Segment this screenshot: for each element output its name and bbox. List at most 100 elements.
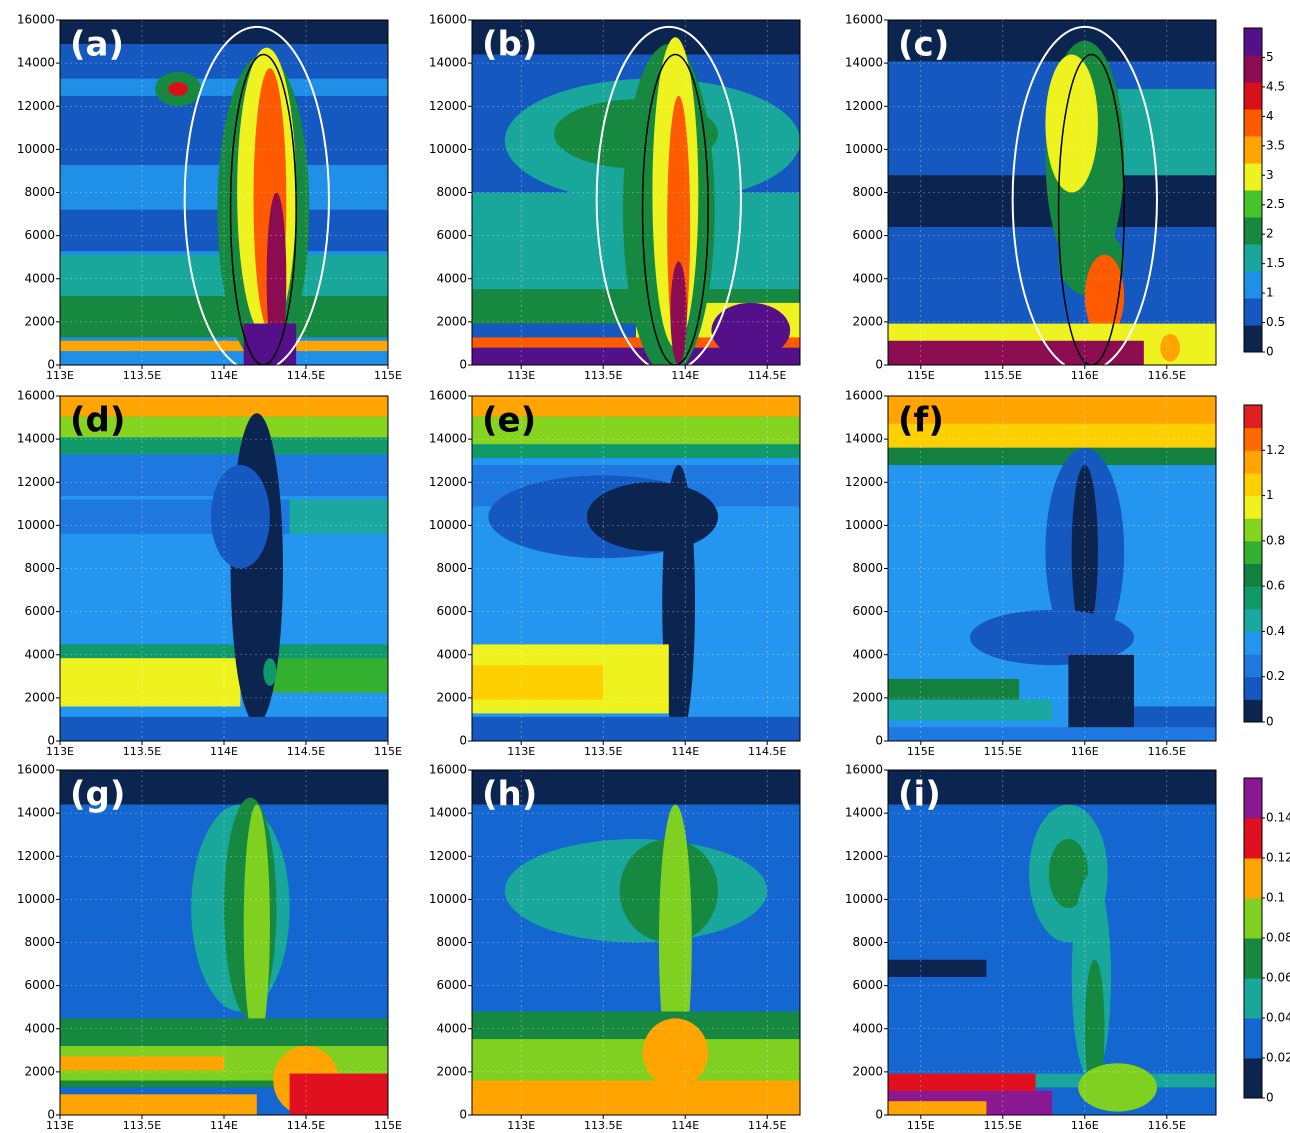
y-tick-label: 2000 [24, 1064, 55, 1078]
colorbar-segment [1244, 778, 1262, 819]
colorbar-tick-label: 3 [1266, 168, 1274, 182]
page: {"chart_data": [ {"type": "contour", "la… [0, 0, 1290, 1133]
panel-label: (e) [482, 401, 536, 441]
contour-field [472, 20, 800, 375]
y-tick-label: 2000 [852, 1064, 883, 1078]
y-tick-label: 4000 [852, 647, 883, 661]
x-tick-label: 114E [671, 1119, 699, 1132]
y-tick-label: 8000 [852, 935, 883, 949]
x-tick-label: 115E [374, 1119, 402, 1132]
x-tick-label: 116E [1071, 745, 1099, 758]
y-tick-label: 0 [875, 358, 883, 372]
y-tick-label: 6000 [24, 228, 55, 242]
y-tick-label: 6000 [852, 228, 883, 242]
contour-fill [888, 700, 1052, 721]
panel-label: (c) [898, 25, 949, 65]
y-tick-label: 12000 [845, 475, 883, 489]
contour-fill [695, 665, 800, 706]
y-tick-label: 16000 [17, 763, 55, 777]
contour-fill [60, 658, 240, 706]
x-tick-label: 114E [210, 745, 238, 758]
contour-fill [472, 665, 603, 700]
y-tick-label: 16000 [429, 763, 467, 777]
x-tick-label: 115.5E [984, 1119, 1022, 1132]
figure: 0200040006000800010000120001400016000113… [0, 0, 1290, 1133]
x-tick-label: 116.5E [1148, 745, 1186, 758]
y-tick-label: 10000 [845, 142, 883, 156]
x-tick-label: 113E [46, 369, 74, 382]
colorbar-tick-label: 0.02 [1266, 1051, 1290, 1065]
colorbar-segment [1244, 858, 1262, 899]
panel-label: (i) [898, 775, 941, 815]
colorbar-segment [1244, 631, 1262, 654]
contour-fill [1045, 55, 1097, 193]
y-tick-label: 12000 [429, 99, 467, 113]
panel-label: (f) [898, 401, 944, 441]
colorbar-segment [1244, 298, 1262, 326]
colorbar-segment [1244, 938, 1262, 979]
y-tick-label: 4000 [852, 271, 883, 285]
colorbar-segment [1244, 564, 1262, 587]
contour-fill [211, 465, 270, 569]
y-tick-label: 12000 [17, 475, 55, 489]
colorbar-segment [1244, 541, 1262, 564]
colorbar-tick-label: 5 [1266, 50, 1274, 64]
colorbar-tick-label: 1 [1266, 488, 1274, 502]
colorbar-segment [1244, 677, 1262, 700]
colorbar-segment [1244, 136, 1262, 164]
x-tick-label: 113.5E [584, 1119, 622, 1132]
panel-label: (g) [70, 775, 125, 815]
x-tick-label: 113.5E [584, 369, 622, 382]
x-tick-label: 115E [907, 1119, 935, 1132]
y-tick-label: 8000 [24, 935, 55, 949]
colorbar-segment [1244, 82, 1262, 110]
colorbar-tick-label: 0.1 [1266, 891, 1285, 905]
y-tick-label: 2000 [436, 314, 467, 328]
y-tick-label: 14000 [17, 56, 55, 70]
x-tick-label: 113.5E [123, 1119, 161, 1132]
contour-fill [290, 1074, 388, 1115]
x-tick-label: 114E [671, 745, 699, 758]
contour-fill [670, 262, 686, 366]
colorbar-segment [1244, 1058, 1262, 1099]
y-tick-label: 8000 [852, 561, 883, 575]
colorbar-tick-label: 1 [1266, 286, 1274, 300]
x-tick-label: 113E [507, 745, 535, 758]
contour-fill [472, 1101, 570, 1115]
colorbar-segment [1244, 496, 1262, 519]
colorbar-segment [1244, 654, 1262, 677]
x-tick-label: 114E [210, 369, 238, 382]
y-tick-label: 10000 [429, 518, 467, 532]
colorbar-segment [1244, 699, 1262, 722]
colorbar-tick-label: 0.04 [1266, 1011, 1290, 1025]
x-tick-label: 113E [507, 369, 535, 382]
colorbar-segment [1244, 244, 1262, 272]
y-tick-label: 4000 [436, 1021, 467, 1035]
y-tick-label: 10000 [17, 518, 55, 532]
colorbar-segment [1244, 473, 1262, 496]
colorbar-tick-label: 0 [1266, 345, 1274, 359]
y-tick-label: 0 [875, 734, 883, 748]
x-tick-label: 115E [374, 369, 402, 382]
colorbar-tick-label: 0.8 [1266, 533, 1285, 547]
x-tick-label: 115E [907, 745, 935, 758]
y-tick-label: 6000 [436, 228, 467, 242]
y-tick-label: 8000 [852, 185, 883, 199]
y-tick-label: 8000 [436, 935, 467, 949]
x-tick-label: 113.5E [123, 745, 161, 758]
y-tick-label: 0 [459, 358, 467, 372]
colorbar-segment [1244, 818, 1262, 859]
y-tick-label: 2000 [24, 314, 55, 328]
colorbar-tick-label: 0 [1266, 715, 1274, 729]
y-tick-label: 16000 [845, 13, 883, 27]
contour-fill [888, 679, 1019, 700]
y-tick-label: 14000 [845, 56, 883, 70]
x-tick-label: 116E [1071, 369, 1099, 382]
colorbar-segment [1244, 109, 1262, 137]
y-tick-label: 10000 [429, 892, 467, 906]
y-tick-label: 10000 [845, 892, 883, 906]
contour-fill [888, 727, 1216, 741]
colorbar-tick-label: 1.5 [1266, 256, 1285, 270]
y-tick-label: 16000 [845, 389, 883, 403]
colorbar-segment [1244, 428, 1262, 451]
